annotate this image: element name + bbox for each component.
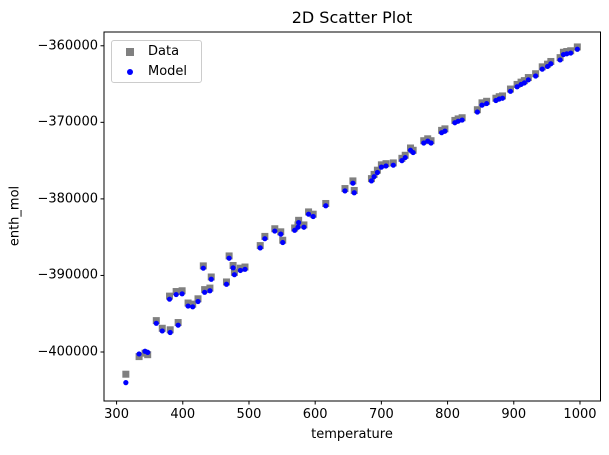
model-point-dot [390, 162, 396, 168]
legend-label-model: Model [148, 64, 188, 79]
legend-item-model: Model [112, 63, 201, 80]
data-point-square [135, 353, 143, 361]
model-point-dot [548, 61, 554, 67]
data-point-square [206, 284, 214, 292]
model-point-dot [399, 158, 405, 164]
model-point-dot [208, 276, 214, 282]
model-point-dot [167, 329, 173, 336]
model-point-dot [226, 255, 232, 261]
data-point-square [201, 286, 209, 294]
model-point-dot [262, 236, 268, 242]
model-point-dot [574, 46, 580, 52]
model-point-dot [242, 266, 248, 272]
model-point-dot [179, 291, 185, 297]
model-point-dot [383, 163, 389, 169]
model-point-dot [474, 109, 480, 115]
model-point-dot [499, 95, 506, 101]
model-point-dot [136, 351, 142, 357]
data-point-square [174, 319, 182, 327]
model-point-dot [507, 88, 514, 94]
model-point-dot [153, 320, 159, 326]
model-point-dot [459, 117, 465, 123]
model-point-dot [323, 203, 329, 209]
model-point-dot [342, 188, 348, 194]
model-point-dot [521, 80, 527, 86]
model-point-dot [514, 84, 520, 90]
data-point-square [166, 326, 174, 334]
model-point-dot [557, 57, 563, 63]
model-point-dot [296, 220, 302, 226]
model-point-dot [272, 228, 278, 234]
model-point-dot [410, 149, 416, 156]
x-axis-label: temperature [311, 427, 393, 442]
model-point-dot [185, 303, 191, 309]
model-point-dot [301, 224, 307, 230]
model-point-dot [123, 380, 129, 386]
model-point-dot [295, 224, 301, 230]
model-point-dot [159, 328, 165, 334]
data-square-marker-icon [126, 47, 134, 56]
model-point-dot [200, 265, 206, 271]
model-point-dot [195, 298, 201, 305]
model-point-dot [230, 265, 236, 271]
model-point-dot [484, 100, 490, 107]
model-point-dot [305, 211, 312, 217]
model-point-dot [428, 140, 434, 146]
axes-frame [103, 31, 601, 402]
model-point-dot [223, 281, 230, 287]
model-point-dot [166, 296, 173, 302]
data-point-square [194, 295, 202, 303]
model-point-dot [402, 154, 408, 161]
legend: Data Model [111, 40, 202, 83]
model-point-dot [173, 291, 179, 298]
model-point-dot [479, 102, 485, 108]
legend-marker-cell [112, 68, 148, 75]
model-point-dot [278, 231, 284, 237]
model-point-dot [371, 174, 377, 180]
model-point-dot [455, 118, 461, 124]
model-point-dot [280, 239, 286, 246]
model-point-dot [310, 213, 316, 220]
data-point-square [189, 300, 197, 308]
model-point-dot [368, 178, 375, 184]
model-point-dot [257, 245, 263, 251]
model-point-dot [421, 140, 427, 146]
model-point-dot [533, 73, 539, 79]
model-point-dot [568, 50, 574, 56]
data-point-square [152, 317, 160, 325]
model-point-dot [539, 66, 545, 72]
model-point-dot [292, 227, 298, 233]
legend-item-data: Data [112, 43, 201, 60]
model-point-dot [190, 304, 196, 310]
data-point-square [166, 292, 174, 300]
model-dot-marker-icon [127, 68, 133, 75]
model-point-dot [237, 267, 243, 274]
data-point-square [184, 299, 192, 307]
data-point-square [122, 370, 130, 378]
model-point-dot [231, 272, 238, 278]
model-point-dot [351, 190, 357, 196]
model-point-dot [442, 128, 448, 134]
legend-marker-cell [112, 47, 148, 56]
model-point-dot [175, 322, 181, 328]
legend-label-data: Data [148, 44, 180, 59]
model-point-dot [378, 164, 384, 170]
chart-title: 2D Scatter Plot [291, 8, 413, 27]
model-point-dot [207, 288, 213, 294]
model-point-dot [350, 180, 356, 186]
model-point-dot [202, 289, 208, 295]
model-point-dot [564, 51, 570, 57]
data-point-square [158, 324, 166, 332]
model-point-dot [525, 77, 531, 83]
data-point-square [172, 288, 180, 296]
model-point-dot [374, 169, 381, 176]
model-point-dot [145, 349, 151, 355]
y-axis-label: enth_mol [7, 185, 23, 247]
data-point-square [178, 287, 186, 295]
